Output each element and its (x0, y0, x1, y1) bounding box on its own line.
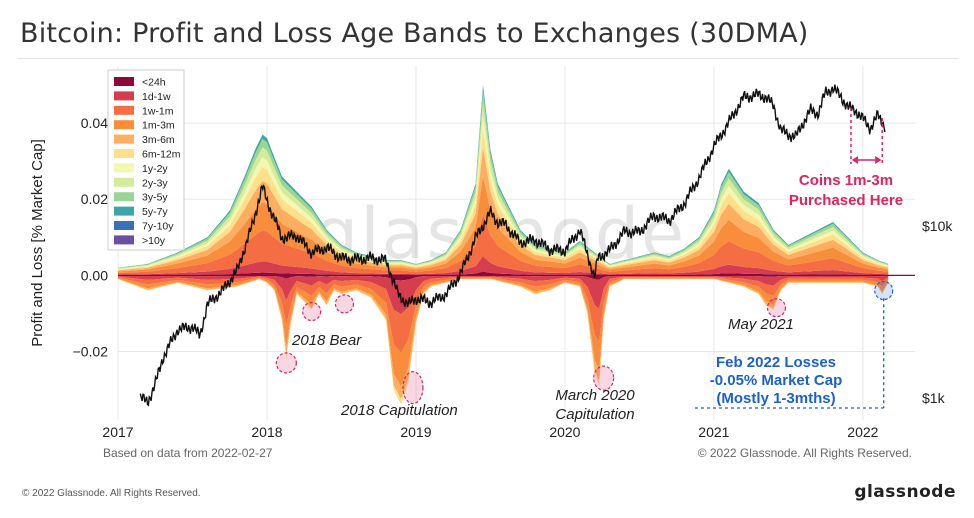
legend-swatch (114, 206, 134, 216)
chart-frame (18, 58, 958, 473)
purchase-arrowheads (851, 156, 882, 164)
x-tick-label: 2018 (251, 424, 282, 440)
highlight-circle (766, 298, 787, 318)
annotation-march-2020: March 2020 (555, 387, 635, 404)
legend-label: 1y-2y (142, 163, 168, 175)
footer-copyright: © 2022 Glassnode. All Rights Reserved. (22, 488, 201, 499)
legend-label: 3m-6m (142, 134, 175, 146)
loss-band (118, 275, 889, 315)
price-line (139, 84, 886, 407)
legend-swatch (114, 192, 134, 202)
legend-swatch (114, 134, 134, 144)
profit-band (118, 176, 889, 273)
annotation-coins-purchased-sub: Purchased Here (789, 192, 903, 209)
x-tick-label: 2019 (400, 424, 431, 440)
legend-swatch (114, 91, 134, 101)
profit-band (118, 271, 889, 276)
annotation-2018-bear: 2018 Bear (291, 332, 362, 349)
highlight-circle (275, 352, 297, 374)
profit-band (118, 256, 889, 276)
price-line-layer (139, 84, 886, 407)
annotation-feb-2022: Feb 2022 Losses (716, 354, 836, 371)
legend-swatch (114, 221, 134, 230)
legend-swatch (114, 235, 134, 245)
annotation-feb-2022-pct: -0.05% Market Cap (710, 372, 843, 389)
legend: <24h 1d-1w 1w-1m 1m-3m 3m-6m 6m-12m 1y-2y 2y-3y… (107, 69, 185, 251)
legend-label: 7y-10y (142, 221, 174, 233)
x-tick-label: 2022 (847, 424, 878, 440)
legend-swatch (114, 163, 134, 173)
legend-swatch (114, 177, 134, 187)
legend-swatch (114, 120, 134, 130)
annotation-coins-purchased: Coins 1m-3m (799, 172, 893, 189)
legend-swatch (114, 105, 134, 115)
legend-label: 1m-3m (142, 120, 175, 132)
right-axis-tick-label: $1k (922, 390, 946, 406)
profit-band (118, 147, 889, 272)
legend-label: 2y-3y (142, 177, 168, 189)
annotation-march-2020-sub: Capitulation (555, 406, 634, 423)
highlight-circle (402, 371, 424, 405)
y-tick-label: 0.00 (81, 267, 108, 283)
right-axis-tick-label: $10k (922, 218, 953, 234)
legend-label: 6m-12m (142, 149, 181, 161)
highlight-circle (874, 280, 894, 301)
annotation-layer: 2018 Bear 2018 Capitulation March 2020 Capi… (275, 108, 903, 423)
y-tick-label: 0.04 (81, 115, 108, 131)
source-note: Based on data from 2022-02-27 (103, 446, 273, 460)
legend-label: 5y-7y (142, 206, 168, 218)
y-axis-label: Profit and Loss [% Market Cap] (29, 139, 46, 347)
y-tick-label: −0.02 (73, 343, 109, 359)
highlight-circle (593, 365, 615, 391)
legend-swatch (114, 77, 134, 86)
legend-label: >10y (142, 235, 166, 247)
legend-label: 3y-5y (142, 192, 168, 204)
legend-label: 1d-1w (142, 91, 171, 103)
annotation-feb-2022-mostly: (Mostly 1-3mths) (716, 390, 835, 407)
x-tick-label: 2020 (549, 424, 580, 440)
page-title: Bitcoin: Profit and Loss Age Bands to Ex… (20, 18, 809, 49)
axes: 0.04 0.02 0.00 −0.02 2017 2018 2019 2020 2021 202… (29, 115, 953, 460)
x-tick-label: 2017 (102, 424, 133, 440)
annotation-2018-capitulation: 2018 Capitulation (340, 402, 458, 419)
highlight-circle (302, 301, 322, 322)
highlight-circle (334, 294, 355, 314)
pnl-area-bands (118, 85, 915, 405)
chart-copyright: © 2022 Glassnode. All Rights Reserved. (698, 446, 912, 460)
legend-label: 1w-1m (142, 105, 174, 117)
legend-swatch (114, 149, 134, 158)
x-tick-label: 2021 (698, 424, 729, 440)
footer-logo: glassnode (854, 482, 956, 502)
chart-svg: glassnode 0.040.020.00−0.022017201820192… (29, 66, 953, 460)
y-tick-label: 0.02 (81, 191, 108, 207)
annotation-may-2021: May 2021 (728, 316, 794, 333)
legend-label: <24h (142, 77, 166, 89)
profit-band (118, 214, 889, 275)
loss-band (118, 275, 889, 281)
